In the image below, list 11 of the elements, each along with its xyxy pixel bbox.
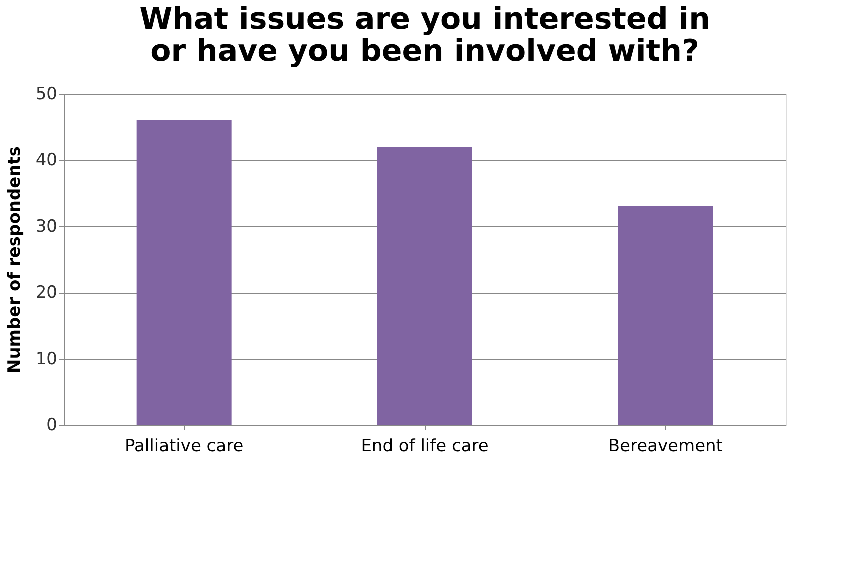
y-axis-title: Number of respondents (4, 146, 25, 374)
y-tick-label: 50 (36, 84, 58, 104)
x-tick-label: End of life care (361, 436, 489, 456)
x-tick-label: Bereavement (608, 436, 724, 456)
y-tick-label: 20 (36, 283, 58, 304)
y-tick-label: 30 (36, 216, 58, 237)
y-tick-label: 10 (36, 349, 58, 370)
y-tick-label: 40 (36, 150, 58, 171)
y-tick-label: 0 (46, 416, 58, 436)
chart-title: What issues are you interested in or have you been involved with? (140, 2, 710, 69)
x-tick-label: Palliative care (125, 436, 244, 456)
